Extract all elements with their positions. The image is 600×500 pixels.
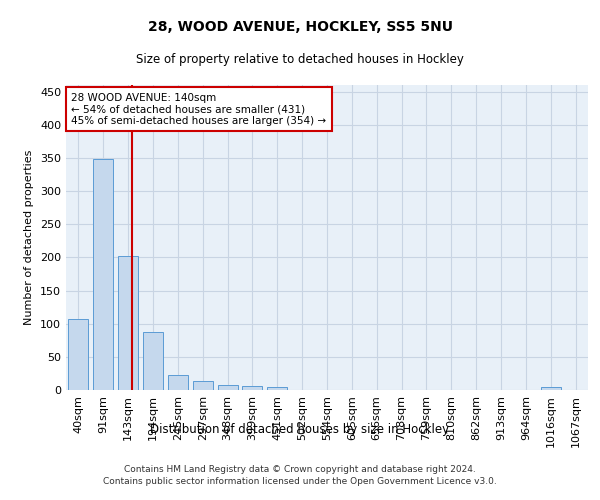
Text: 28, WOOD AVENUE, HOCKLEY, SS5 5NU: 28, WOOD AVENUE, HOCKLEY, SS5 5NU xyxy=(148,20,452,34)
Bar xyxy=(68,319,88,390)
Text: Size of property relative to detached houses in Hockley: Size of property relative to detached ho… xyxy=(136,52,464,66)
Text: Contains HM Land Registry data © Crown copyright and database right 2024.: Contains HM Land Registry data © Crown c… xyxy=(124,465,476,474)
Bar xyxy=(94,158,113,390)
Text: Contains public sector information licensed under the Open Government Licence v3: Contains public sector information licen… xyxy=(103,478,497,486)
Text: Distribution of detached houses by size in Hockley: Distribution of detached houses by size … xyxy=(151,422,449,436)
Bar xyxy=(193,382,212,390)
Bar xyxy=(118,256,138,390)
Bar xyxy=(218,384,238,390)
Bar xyxy=(268,388,287,390)
Text: 28 WOOD AVENUE: 140sqm
← 54% of detached houses are smaller (431)
45% of semi-de: 28 WOOD AVENUE: 140sqm ← 54% of detached… xyxy=(71,92,326,126)
Bar xyxy=(541,388,560,390)
Bar xyxy=(242,386,262,390)
Bar xyxy=(168,376,188,390)
Y-axis label: Number of detached properties: Number of detached properties xyxy=(25,150,34,325)
Bar xyxy=(143,332,163,390)
